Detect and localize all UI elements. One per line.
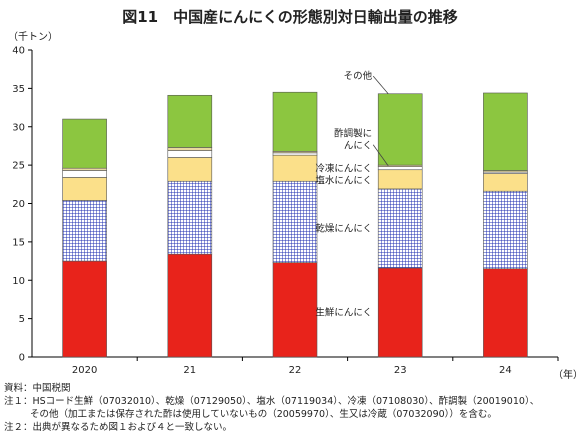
y-tick-label: 35: [12, 84, 25, 95]
bar-segment-1: [377, 267, 423, 358]
bar-segment-2: [272, 180, 318, 263]
x-tick-label: 23: [394, 365, 407, 376]
bar-segment-1: [62, 260, 107, 358]
label-fresh: 生鮮にんにく: [315, 306, 372, 318]
y-tick-label: 10: [12, 276, 25, 287]
x-tick-label: 22: [289, 365, 302, 376]
x-tick-label: 24: [499, 365, 512, 376]
bar-segment-2: [483, 190, 528, 270]
chart-title: 図11 中国産にんにくの形態別対日輸出量の推移: [122, 8, 458, 26]
label-frozen: 冷凍にんにく: [315, 162, 372, 174]
bar-segment-3: [483, 173, 528, 192]
y-tick-label: 15: [12, 237, 25, 248]
bar-segment-5: [62, 167, 107, 171]
bar-segment-3: [272, 154, 318, 182]
y-tick-label: 5: [19, 314, 25, 325]
bar-segment-3: [377, 169, 423, 190]
label-brine: 塩水にんにく: [315, 174, 372, 186]
y-tick-label: 40: [12, 46, 25, 57]
bar-segment-2: [167, 180, 213, 255]
label-other: その他: [344, 70, 373, 82]
x-tick-label: 2020: [72, 365, 97, 376]
bar-segment-6: [272, 91, 318, 152]
x-tick-label: 21: [183, 365, 196, 376]
y-tick-label: 30: [12, 122, 25, 133]
y-axis-unit: （千トン）: [8, 31, 58, 43]
bar-segment-6: [167, 94, 213, 148]
bar-segment-6: [62, 118, 107, 169]
stacked-bar-chart: 0 5 10 15 20 25 30 35 40 2020 21 22 23 24 生鮮にんにく乾燥にんにく…: [8, 31, 580, 380]
source-note: 資料：中国税関: [4, 383, 71, 394]
bar-segment-1: [483, 268, 528, 358]
y-tick-label: 0: [19, 353, 25, 364]
label-vinegar: 酢調製に: [334, 128, 372, 140]
bar-segment-6: [377, 93, 423, 166]
bar-segment-4: [167, 150, 213, 158]
x-axis-unit: （年）: [553, 368, 580, 380]
bar-segment-4: [272, 152, 318, 156]
bar-segment-1: [272, 262, 318, 358]
label-dried: 乾燥にんにく: [315, 222, 372, 234]
bar-segment-2: [62, 200, 107, 262]
notes-block: 資料：中国税関 注１：HSコード生鮮（07032010）、乾燥（07129050…: [4, 382, 539, 434]
label-vinegar-2: んにく: [344, 141, 372, 152]
note-1: 注１：HSコード生鮮（07032010）、乾燥（07129050）、塩水（071…: [4, 396, 540, 407]
leader-line-vinegar: [372, 144, 389, 167]
note-2: 注２：出典が異なるため図１および４と一致しない。: [4, 422, 233, 433]
bar-segment-4: [377, 166, 423, 171]
bar-segment-5: [167, 147, 213, 151]
bar-segment-3: [167, 157, 213, 182]
leader-line-other: [372, 75, 389, 95]
bar-segment-3: [62, 177, 107, 201]
bar-segment-1: [167, 253, 213, 358]
bar-segment-4: [62, 170, 107, 178]
note-1-continued: その他（加工または保存された酢は使用していないもの（20059970）、生又は冷…: [30, 409, 497, 420]
bar-segment-6: [483, 92, 528, 171]
y-tick-label: 20: [12, 199, 25, 210]
y-tick-label: 25: [12, 161, 25, 172]
bar-segment-2: [377, 188, 423, 269]
